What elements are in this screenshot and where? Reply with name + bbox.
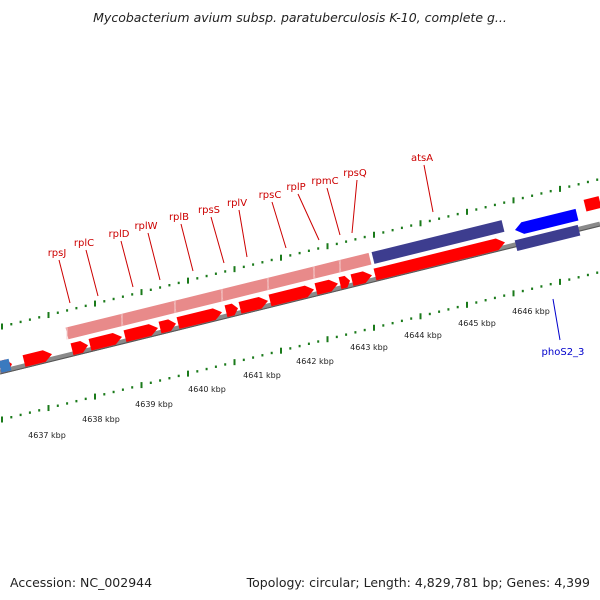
forward-gene-arrow: [314, 279, 338, 295]
kbp-position-label: 4641 kbp: [243, 371, 281, 380]
forward-gene-arrow: [22, 350, 52, 367]
forward-gene-arrow: [350, 271, 372, 286]
forward-gene-arrow: [373, 238, 505, 281]
gene-label-rpsJ: rpsJ: [48, 248, 67, 259]
gene-label-rpmC: rpmC: [311, 176, 338, 187]
cds-feature-bar: [312, 260, 342, 279]
cds-feature-bar: [220, 278, 270, 302]
kbp-position-label: 4640 kbp: [188, 385, 226, 394]
gene-label-leader: [147, 232, 161, 281]
gene-label-leader: [238, 209, 248, 258]
topology-stats: Topology: circular; Length: 4,829,781 bp…: [246, 575, 590, 590]
kbp-position-label: 4642 kbp: [296, 357, 334, 366]
gene-label-leader: [210, 216, 225, 264]
forward-gene-arrow: [123, 324, 158, 342]
gene-label-atsA: atsA: [411, 153, 433, 164]
forward-gene-arrow: [238, 296, 268, 314]
kbp-position-label: 4637 kbp: [28, 431, 66, 440]
atsA-feature-bar: [371, 220, 505, 264]
kbp-position-label: 4644 kbp: [404, 331, 442, 340]
gene-label-leader: [423, 164, 434, 213]
cds-feature-bar: [338, 252, 372, 272]
gene-label-leader: [85, 249, 99, 297]
accession-text: Accession: NC_002944: [10, 575, 153, 590]
forward-gene-arrow: [583, 196, 600, 212]
cds-feature-bar: [65, 314, 124, 340]
gene-label-rplV: rplV: [227, 198, 247, 209]
kbp-position-label: 4638 kbp: [82, 415, 120, 424]
reverse-gene-arrow: [515, 208, 579, 234]
gene-label-rpsS: rpsS: [198, 205, 220, 216]
gene-label-rplP: rplP: [286, 182, 305, 193]
kbp-position-label: 4643 kbp: [350, 343, 388, 352]
gene-label-rplB: rplB: [169, 212, 189, 223]
forward-gene-arrow: [338, 275, 350, 289]
kbp-position-label: 4645 kbp: [458, 319, 496, 328]
forward-gene-arrow: [176, 308, 222, 329]
kbp-position-label: 4639 kbp: [135, 400, 173, 409]
reverse-gene-arrow: [0, 358, 12, 373]
forward-gene-arrow: [70, 341, 88, 356]
gene-label-leader: [180, 223, 194, 272]
cds-feature-bar: [120, 301, 177, 326]
gene-label-leader: [120, 240, 134, 288]
gene-label-rplC: rplC: [74, 238, 94, 249]
kbp-position-label: 4646 kbp: [512, 307, 550, 316]
gene-label-rpsC: rpsC: [259, 190, 282, 201]
gene-label-rplD: rplD: [109, 229, 130, 240]
phoS2-feature-bar: [514, 224, 581, 252]
map-title: Mycobacterium avium subsp. paratuberculo…: [93, 10, 507, 25]
gene-label-leader: [271, 201, 287, 249]
forward-gene-arrow: [158, 319, 176, 334]
cds-feature-bar: [173, 289, 224, 313]
gene-label-phoS2_3: phoS2_3: [542, 347, 585, 358]
gene-label-rplW: rplW: [134, 221, 157, 232]
gene-label-leader: [58, 259, 71, 304]
gene-label-rpsQ: rpsQ: [343, 168, 367, 179]
gene-label-leader: [552, 298, 561, 341]
forward-gene-arrow: [268, 285, 314, 307]
gene-label-leader: [326, 187, 341, 236]
forward-gene-arrow: [88, 332, 122, 351]
cds-feature-bar: [266, 266, 316, 290]
forward-gene-arrow: [224, 303, 238, 318]
gene-label-leader: [351, 179, 358, 234]
gene-label-leader: [297, 193, 320, 241]
